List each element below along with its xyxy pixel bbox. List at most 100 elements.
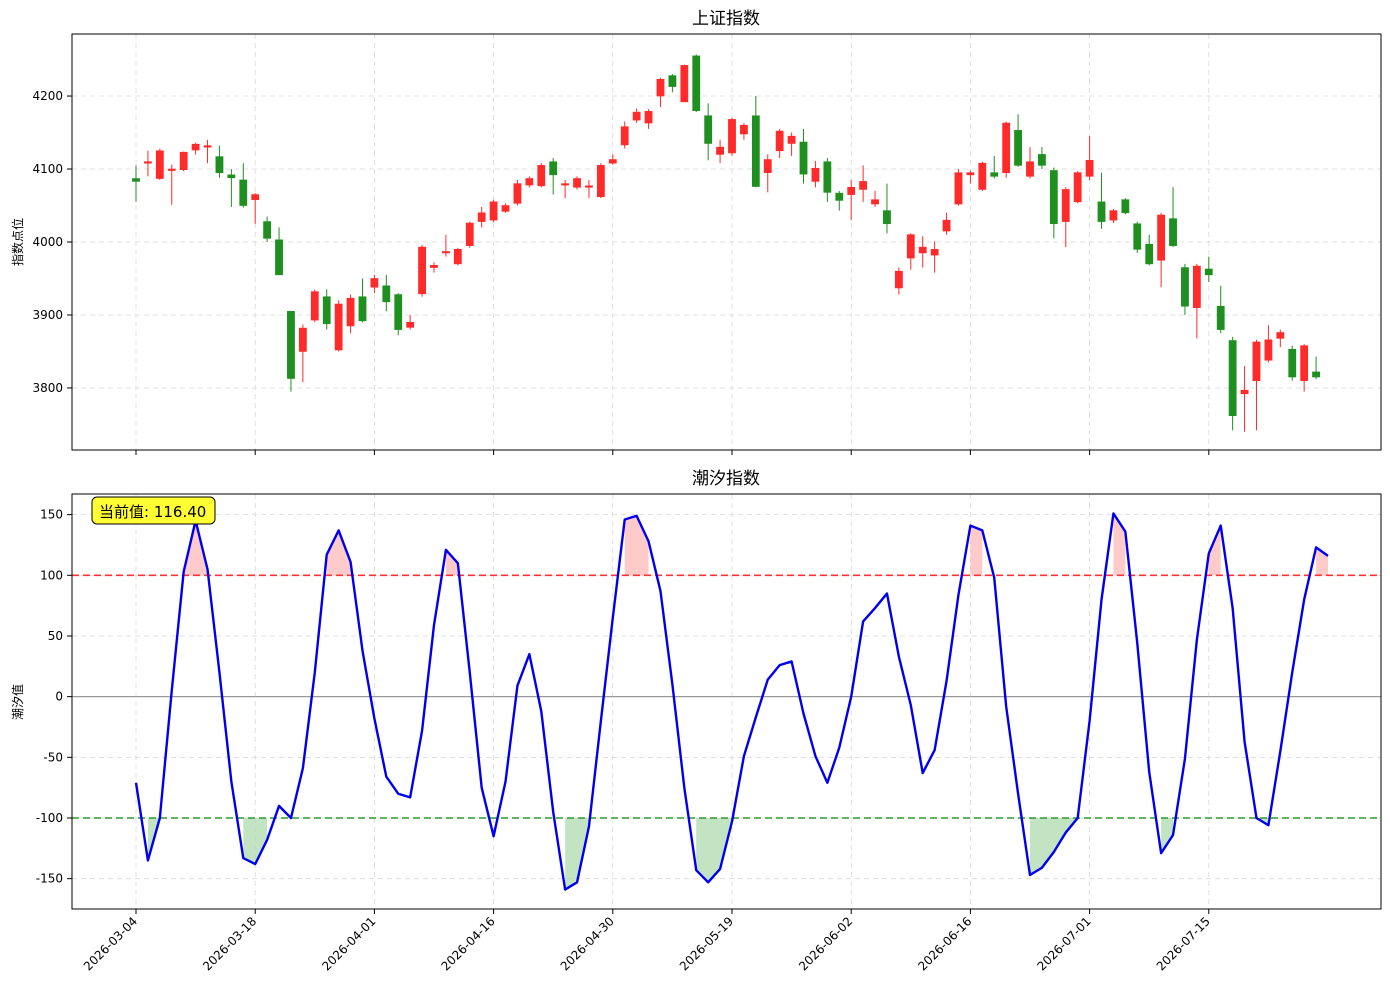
y-tick-label: -50 (43, 750, 63, 764)
candle-body (990, 172, 999, 177)
y-tick-label: 50 (48, 629, 63, 643)
candle-body (906, 234, 915, 259)
tide-line (134, 512, 1329, 891)
candle-body (704, 115, 713, 144)
candle-body (394, 294, 403, 330)
candle-body (668, 75, 677, 87)
y-tick-label: 100 (40, 568, 63, 582)
candle-body (406, 321, 415, 328)
candle-body (799, 141, 808, 175)
candle-body (1169, 218, 1177, 246)
candle-body (883, 210, 891, 225)
candle-body (1264, 339, 1273, 361)
candle-body (525, 178, 534, 186)
oversold-fill (243, 817, 268, 865)
tide-y-label: 潮汐值 (10, 684, 25, 720)
y-tick-label: 150 (40, 508, 63, 522)
tide-y-ticks: -150 -100 -50 0 50 100 150 (36, 508, 72, 886)
candlestick-y-label: 指数点位 (10, 218, 25, 266)
x-tick-label: 2026-06-16 (915, 914, 974, 973)
candle-body (513, 183, 522, 204)
overbought-fill (326, 530, 351, 576)
y-tick-label: 3800 (32, 381, 63, 395)
candle-body (132, 178, 140, 182)
candle-body (1026, 161, 1034, 177)
candle-body (144, 161, 152, 164)
current-value-label: 当前值: 116.40 (99, 503, 206, 521)
candle-body (656, 78, 665, 97)
candles (132, 54, 1320, 432)
candle-body (1061, 189, 1070, 222)
x-tick-label: 2026-07-15 (1154, 914, 1213, 973)
y-tick-label: 4200 (32, 89, 63, 103)
candle-body (1002, 122, 1011, 173)
candle-body (155, 150, 164, 179)
candle-body (811, 167, 820, 182)
x-tick-label: 2026-04-16 (439, 914, 498, 973)
candle-body (847, 186, 856, 195)
candle-body (537, 165, 546, 187)
candle-body (191, 143, 200, 151)
candle-body (477, 212, 486, 222)
candle-body (823, 161, 832, 193)
candle-body (1288, 348, 1297, 378)
overbought-fill (1208, 525, 1221, 576)
candle-body (930, 248, 939, 256)
overbought-fill (445, 549, 458, 576)
candle-body (465, 222, 474, 246)
x-tick-label: 2026-04-01 (319, 914, 378, 973)
candle-body (263, 221, 272, 239)
candle-body (787, 135, 796, 144)
candle-body (835, 192, 844, 201)
candlestick-frame (71, 33, 1382, 451)
candle-body (1192, 265, 1201, 308)
candle-body (1181, 267, 1189, 307)
candle-body (585, 185, 593, 188)
candle-body (1121, 199, 1130, 214)
candle-body (167, 168, 176, 171)
overbought-fill (183, 520, 208, 576)
candle-body (620, 126, 629, 146)
candle-body (453, 248, 462, 265)
candle-body (382, 285, 391, 303)
x-tick-label: 2026-06-02 (796, 914, 855, 973)
candle-body (561, 183, 570, 186)
x-tick-label: 2026-03-04 (81, 914, 140, 973)
x-tick-label: 2026-07-01 (1035, 914, 1094, 973)
candle-body (298, 327, 307, 352)
candle-body (978, 162, 987, 190)
tide-title: 潮汐指数 (692, 469, 760, 489)
candlestick-panel: 上证指数 3800 3900 4000 4100 4200 指数点位 (10, 9, 1382, 451)
candle-body (1145, 243, 1154, 265)
candle-body (692, 55, 701, 111)
candle-body (251, 194, 260, 200)
overbought-fill (970, 525, 983, 576)
candle-body (918, 246, 927, 254)
candle-body (942, 219, 951, 232)
reference-lines (72, 574, 1381, 819)
candle-body (287, 311, 295, 379)
tide-frame (71, 493, 1382, 910)
candle-body (1038, 154, 1046, 166)
candle-body (334, 303, 343, 351)
oversold-fill (1161, 817, 1174, 854)
candle-body (322, 296, 331, 325)
candle-body (1133, 223, 1142, 250)
y-tick-label: -100 (36, 811, 63, 825)
y-tick-label: 4100 (32, 162, 63, 176)
candle-body (1216, 305, 1225, 330)
candle-body (275, 239, 283, 276)
y-tick-label: 0 (55, 690, 63, 704)
candle-body (1097, 201, 1106, 222)
tide-series (134, 512, 1329, 891)
x-tick-label: 2026-05-19 (677, 914, 736, 973)
candle-body (418, 246, 426, 295)
x-tick-label: 2026-03-18 (200, 914, 259, 973)
candle-body (442, 251, 450, 254)
candle-body (740, 124, 748, 135)
current-value-badge: 当前值: 116.40 (91, 496, 216, 525)
candle-body (1300, 345, 1309, 381)
candle-body (310, 291, 319, 321)
candle-body (215, 156, 224, 173)
